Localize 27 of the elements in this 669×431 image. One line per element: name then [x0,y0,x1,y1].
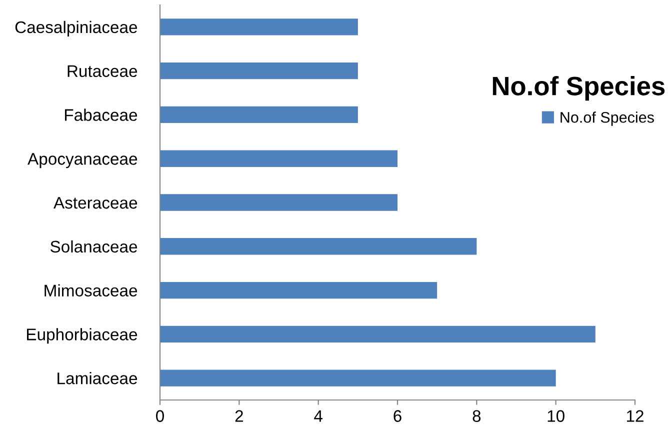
x-tick-label: 0 [156,410,164,422]
y-tick-label: Rutaceae [68,65,138,78]
x-tick-label: 6 [394,410,402,422]
bar [160,370,556,386]
bar [160,62,358,80]
bar [160,194,398,211]
y-tick-label: Apocyanaceae [28,153,138,168]
bar [160,150,398,167]
bar [160,106,358,124]
bar [160,326,596,343]
x-tick-label: 4 [314,410,322,422]
bar [160,18,358,36]
text: No.of Species [492,76,665,101]
y-tick-label: Euphorbiaceae [27,328,138,344]
x-tick-label: 10 [548,410,564,422]
bar [160,282,438,299]
y-tick-label: Mimosaceae [44,284,138,296]
y-tick-label: Lamiaceae [58,372,138,384]
y-tick-label: Solanaceae [50,240,138,253]
y-tick-label: Asteraceae [54,197,138,209]
legend-label: No.of Species [560,112,654,126]
y-tick-label: Caesalpiniaceae [15,20,138,36]
y-tick-label: Fabaceae [65,108,138,121]
bar [160,238,477,255]
x-tick-label: 2 [235,410,243,422]
x-tick-label: 8 [472,410,481,422]
x-tick-label: 12 [627,410,644,422]
